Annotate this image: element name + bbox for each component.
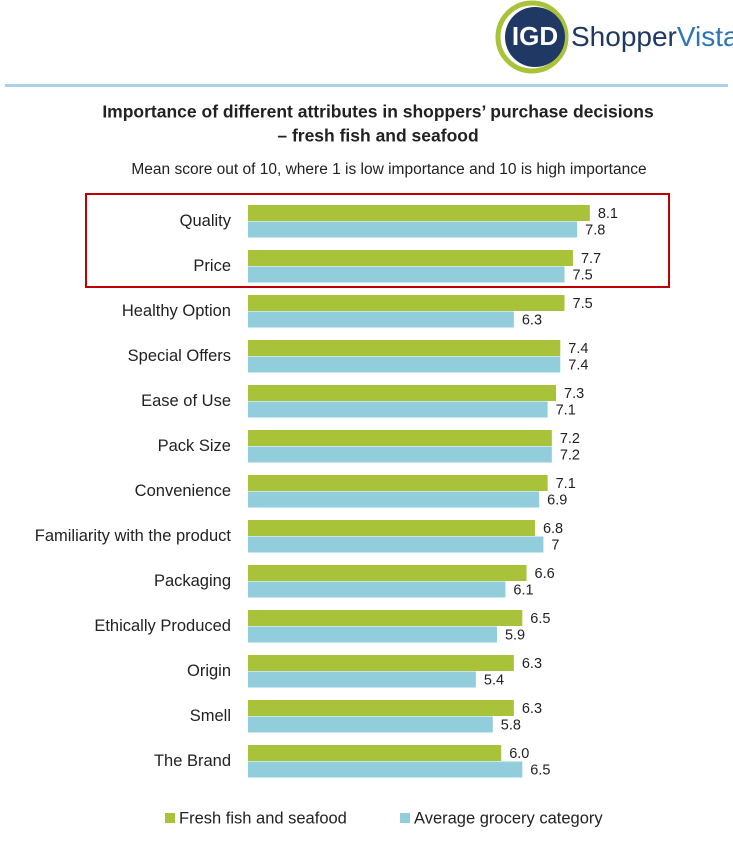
value-label: 7.5: [573, 268, 593, 284]
value-label: 7.4: [568, 358, 588, 374]
logo-mark: IGD: [512, 21, 558, 51]
value-label: 7.4: [568, 341, 588, 357]
value-label: 7.3: [564, 386, 584, 402]
bar: [248, 385, 557, 401]
bar: [248, 745, 502, 761]
value-label: 5.8: [501, 718, 521, 734]
bar: [248, 520, 535, 536]
value-label: 6.0: [509, 746, 529, 762]
legend-label: Average grocery category: [414, 809, 603, 827]
bar: [248, 356, 561, 373]
category-label: Ease of Use: [141, 392, 231, 410]
bar: [248, 581, 506, 598]
value-label: 6.5: [530, 611, 550, 627]
bar: [248, 311, 514, 328]
legend-swatch: [165, 813, 175, 823]
value-label: 6.8: [543, 521, 563, 537]
bar: [248, 475, 548, 491]
bar: [248, 626, 497, 643]
chart-title: Importance of different attributes in sh…: [102, 102, 654, 122]
value-label: 7: [551, 538, 559, 554]
bar: [248, 295, 565, 311]
category-label: Origin: [187, 662, 231, 680]
category-label: The Brand: [154, 752, 231, 770]
category-label: Smell: [190, 707, 231, 725]
bar: [248, 655, 514, 671]
bar: [248, 700, 514, 716]
bar: [248, 761, 523, 778]
category-label: Convenience: [135, 482, 231, 500]
category-label: Price: [193, 257, 231, 275]
value-label: 8.1: [598, 206, 618, 222]
highlight-box: [85, 193, 670, 288]
category-label: Special Offers: [128, 347, 231, 365]
category-label: Pack Size: [158, 437, 231, 455]
bar: [248, 250, 573, 266]
logo-name-2: Vista: [677, 21, 733, 52]
legend-swatch: [400, 813, 410, 823]
value-label: 6.3: [522, 313, 542, 329]
legend-label: Fresh fish and seafood: [179, 809, 347, 827]
bar: [248, 536, 544, 553]
category-label: Healthy Option: [122, 302, 231, 320]
bar: [248, 565, 527, 581]
value-label: 7.2: [560, 448, 580, 464]
bar: [248, 446, 552, 463]
chart-subtitle: Mean score out of 10, where 1 is low imp…: [131, 161, 646, 178]
chart-title: – fresh fish and seafood: [277, 126, 478, 146]
value-label: 5.9: [505, 628, 525, 644]
value-label: 7.1: [556, 403, 576, 419]
bar: [248, 221, 578, 238]
bar: [248, 716, 493, 733]
bar: [248, 266, 565, 283]
bar: [248, 671, 476, 688]
value-label: 5.4: [484, 673, 504, 689]
bar: [248, 430, 552, 446]
bar: [248, 610, 523, 626]
bar: [248, 491, 540, 508]
category-label: Familiarity with the product: [35, 527, 232, 545]
logo-name-1: Shopper: [571, 21, 677, 52]
value-label: 7.7: [581, 251, 601, 267]
value-label: 7.5: [573, 296, 593, 312]
logo-ring: [495, 0, 569, 74]
category-label: Packaging: [154, 572, 231, 590]
header-rule: [5, 84, 728, 87]
bar: [248, 340, 561, 356]
value-label: 6.6: [535, 566, 555, 582]
bar: [248, 401, 548, 418]
value-label: 6.3: [522, 701, 542, 717]
value-label: 6.1: [513, 583, 533, 599]
value-label: 6.9: [547, 493, 567, 509]
value-label: 7.2: [560, 431, 580, 447]
bar: [248, 205, 590, 221]
value-label: 7.8: [585, 223, 605, 239]
value-label: 7.1: [556, 476, 576, 492]
category-label: Quality: [180, 212, 232, 230]
logo-name: ShopperVista: [571, 21, 733, 52]
value-label: 6.3: [522, 656, 542, 672]
logo-circle: [505, 7, 565, 67]
category-label: Ethically Produced: [94, 617, 231, 635]
value-label: 6.5: [530, 763, 550, 779]
